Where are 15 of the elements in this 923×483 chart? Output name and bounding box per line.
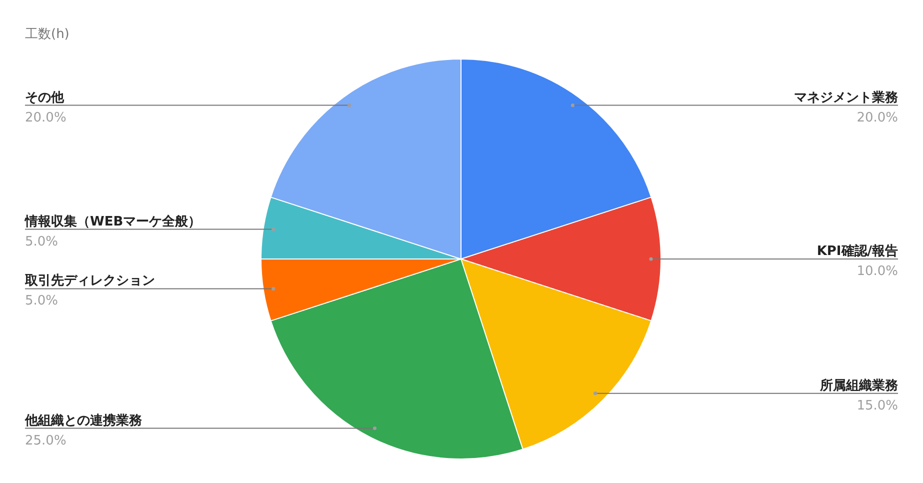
slice-label: 他組織との連携業務	[24, 412, 143, 428]
data-label: 20.0%	[25, 110, 66, 126]
slice-label: マネジメント業務	[794, 90, 899, 106]
title: 工数(h)	[25, 27, 70, 42]
data-label: 5.0%	[25, 294, 58, 309]
data-label: 20.0%	[856, 110, 898, 126]
slice-label: KPI確認/報告	[816, 243, 898, 259]
data-label: 10.0%	[856, 264, 898, 279]
data-label: 25.0%	[25, 433, 66, 448]
data-label: 15.0%	[856, 398, 898, 414]
data-label: 5.0%	[25, 234, 58, 250]
slice-label: 取引先ディレクション	[24, 274, 155, 289]
slice-label: その他	[25, 90, 65, 106]
slice-label: 情報収集（WEBマーケ全般）	[24, 214, 202, 230]
slice-label: 所属組織業務	[819, 377, 899, 394]
